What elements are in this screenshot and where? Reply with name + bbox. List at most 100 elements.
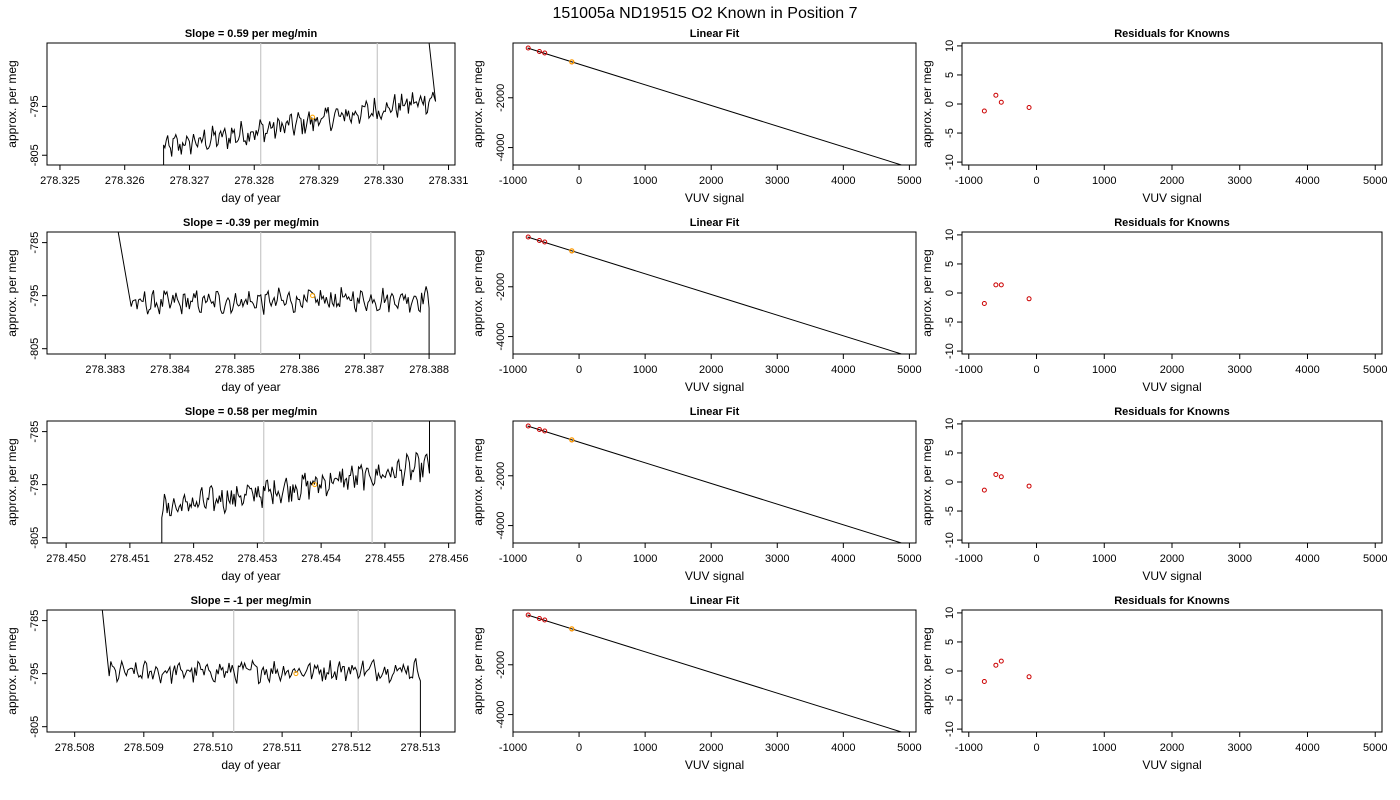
panel-title: Residuals for Knowns — [1114, 217, 1230, 229]
plot-area — [525, 234, 902, 354]
panel-title: Residuals for Knowns — [1114, 406, 1230, 418]
panel-timeseries-2: Slope = -0.39 per meg/min 278.383 278.384 2… — [5, 217, 456, 394]
x-tick-label: 1000 — [1092, 175, 1116, 187]
panel-timeseries-1: Slope = 0.59 per meg/min 278.325 278.326 27… — [5, 28, 468, 205]
signal-trace-line — [117, 232, 430, 354]
x-tick-label: 278.328 — [234, 175, 274, 187]
y-tick-label: -2000 — [495, 84, 507, 112]
x-tick-label: 1000 — [1092, 742, 1116, 754]
x-axis-label: VUV signal — [685, 758, 744, 772]
plot-frame — [512, 42, 917, 166]
sample-point-marker — [569, 437, 575, 443]
plot-frame — [46, 42, 456, 166]
y-tick-label: 0 — [944, 290, 956, 296]
sample-point-marker — [569, 626, 575, 632]
residual-point-marker — [1026, 104, 1032, 110]
x-tick-label: 278.511 — [263, 742, 302, 754]
x-tick-label: 278.331 — [429, 175, 469, 187]
panel-fit-4: Linear Fit -1000 0 1000 2000 3000 4000 5000 -200… — [471, 595, 922, 772]
x-tick-label: 278.385 — [215, 364, 255, 376]
y-tick-label: -4000 — [495, 701, 507, 729]
sample-point-marker — [293, 671, 299, 677]
plot-area — [981, 92, 1032, 114]
x-tick-label: 2000 — [699, 553, 723, 565]
known-point-marker — [542, 428, 548, 434]
residual-point-marker — [998, 658, 1004, 664]
x-axis-label: day of year — [221, 191, 280, 205]
plot-frame — [961, 420, 1383, 544]
panel-fit-3: Linear Fit -1000 0 1000 2000 3000 4000 5000 -200… — [471, 406, 922, 583]
x-tick-label: 4000 — [831, 175, 855, 187]
y-tick-label: -10 — [944, 154, 956, 170]
x-tick-label: 2000 — [1160, 175, 1184, 187]
known-point-marker — [525, 423, 531, 429]
panel-title: Linear Fit — [690, 217, 740, 229]
x-tick-label: 278.454 — [301, 553, 341, 565]
x-tick-label: 278.327 — [170, 175, 210, 187]
panel-fit-1: Linear Fit -1000 0 1000 2000 3000 4000 5000 -200… — [471, 28, 922, 205]
x-tick-label: 0 — [1033, 364, 1039, 376]
known-point-marker — [525, 234, 531, 240]
y-tick-label: -795 — [29, 285, 41, 307]
linear-fit-line — [527, 47, 902, 165]
residual-point-marker — [998, 474, 1004, 480]
x-axis-label: VUV signal — [1142, 191, 1201, 205]
signal-trace-line — [101, 610, 421, 732]
y-axis-label: approx. per meg — [920, 627, 934, 714]
y-tick-label: -805 — [29, 144, 41, 166]
panel-residuals-4: Residuals for Knowns -1000 0 1000 2000 3000 40… — [920, 595, 1387, 772]
y-tick-label: 5 — [944, 450, 956, 456]
y-tick-label: 10 — [944, 418, 956, 430]
panel-title: Linear Fit — [690, 406, 740, 418]
x-axis-label: VUV signal — [1142, 380, 1201, 394]
x-axis-label: VUV signal — [1142, 569, 1201, 583]
x-tick-label: 278.329 — [299, 175, 339, 187]
x-tick-label: 3000 — [1227, 364, 1251, 376]
y-axis-label: approx. per meg — [471, 60, 485, 147]
plot-area — [161, 421, 430, 543]
y-tick-label: -5 — [944, 695, 956, 705]
x-axis-label: VUV signal — [685, 191, 744, 205]
x-tick-label: 278.451 — [110, 553, 150, 565]
y-axis-label: approx. per meg — [5, 438, 19, 525]
y-tick-label: 0 — [944, 101, 956, 107]
plot-area — [163, 43, 437, 165]
x-tick-label: -1000 — [955, 553, 983, 565]
panel-title: Linear Fit — [690, 28, 740, 40]
y-tick-label: -785 — [29, 421, 41, 443]
x-tick-label: 2000 — [1160, 364, 1184, 376]
y-tick-label: -2000 — [495, 273, 507, 301]
y-tick-label: 0 — [944, 479, 956, 485]
x-tick-label: 278.383 — [85, 364, 125, 376]
x-tick-label: 5000 — [897, 742, 921, 754]
y-tick-label: -5 — [944, 317, 956, 327]
plot-area — [525, 45, 902, 165]
x-axis-label: VUV signal — [1142, 758, 1201, 772]
panel-title: Linear Fit — [690, 595, 740, 607]
known-point-marker — [536, 48, 542, 54]
x-tick-label: 1000 — [633, 553, 657, 565]
panel-residuals-2: Residuals for Knowns -1000 0 1000 2000 3000 40… — [920, 217, 1387, 394]
plot-frame — [512, 609, 917, 733]
x-tick-label: 3000 — [765, 364, 789, 376]
x-tick-label: 278.325 — [40, 175, 80, 187]
x-tick-label: 278.508 — [55, 742, 95, 754]
x-tick-label: 3000 — [765, 175, 789, 187]
linear-fit-line — [527, 425, 902, 543]
y-axis-label: approx. per meg — [920, 249, 934, 336]
plot-area — [101, 610, 421, 732]
panel-title: Slope = -1 per meg/min — [191, 595, 312, 607]
residual-point-marker — [981, 678, 987, 684]
x-tick-label: 278.455 — [365, 553, 405, 565]
plot-frame — [512, 420, 917, 544]
x-tick-label: -1000 — [955, 742, 983, 754]
plot-frame — [961, 42, 1383, 166]
x-axis-label: VUV signal — [685, 569, 744, 583]
residual-point-marker — [981, 487, 987, 493]
y-axis-label: approx. per meg — [5, 60, 19, 147]
plot-frame — [512, 231, 917, 355]
y-tick-label: -4000 — [495, 134, 507, 162]
known-point-marker — [536, 615, 542, 621]
y-axis-label: approx. per meg — [471, 249, 485, 336]
